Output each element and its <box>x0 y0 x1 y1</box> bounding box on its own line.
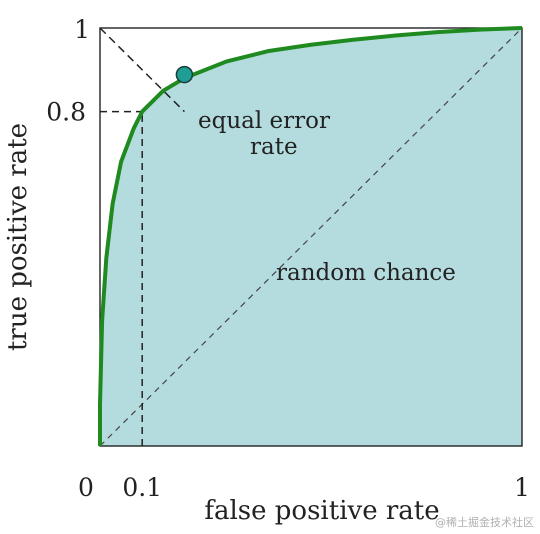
equal-error-line <box>99 27 185 113</box>
x-tick-label-0: 0 <box>78 473 94 502</box>
plot-frame <box>99 27 523 447</box>
x-tick-label-1: 1 <box>514 473 530 502</box>
y-tick-label-0.8: 0.8 <box>46 98 86 127</box>
plot-area <box>98 26 523 447</box>
x-tick-label-0.1: 0.1 <box>122 473 162 502</box>
y-axis-label: true positive rate <box>3 123 33 351</box>
watermark: @稀土掘金技术社区 <box>435 516 534 529</box>
roc-curve <box>98 26 523 446</box>
equal-error-annotation-line2: rate <box>250 134 298 160</box>
equal-error-point-marker <box>175 65 194 84</box>
x-axis-label: false positive rate <box>204 496 439 526</box>
random-chance-annotation: random chance <box>276 260 456 286</box>
equal-error-annotation-line1: equal error <box>198 108 330 134</box>
y-tick-label-1: 1 <box>74 15 90 44</box>
